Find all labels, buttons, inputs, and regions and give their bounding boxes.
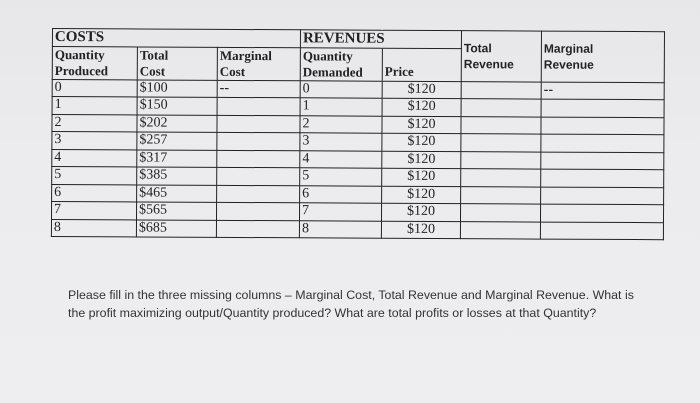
quantity-produced-cell: 7: [51, 201, 137, 220]
marginal-revenue-cell[interactable]: [540, 169, 664, 188]
marginal-revenue-cell[interactable]: [540, 186, 664, 205]
price-cell: $120: [381, 115, 462, 134]
total-cost-cell: $202: [136, 114, 218, 133]
price-cell: $120: [381, 168, 461, 187]
quantity-produced-cell: 6: [51, 184, 137, 202]
marginal-revenue-header: Marginal Revenue: [541, 31, 665, 83]
total-cost-cell: $385: [136, 166, 217, 185]
marginal-cost-header: Marginal Cost: [217, 46, 301, 81]
total-revenue-header-line2: Revenue: [463, 56, 514, 72]
total-revenue-cell[interactable]: [460, 151, 541, 170]
total-cost-header-line2: Cost: [139, 62, 166, 79]
price-cell: $120: [381, 150, 461, 169]
marginal-cost-cell[interactable]: [216, 167, 300, 186]
table-row: 8 $685 8 $120: [51, 219, 664, 240]
costs-section-label: COSTS: [52, 28, 301, 48]
total-revenue-cell[interactable]: [461, 81, 542, 100]
quantity-produced-cell: 4: [51, 149, 137, 167]
price-cell: $120: [381, 133, 461, 152]
marginal-revenue-cell[interactable]: [540, 151, 664, 170]
quantity-produced-cell: 2: [51, 114, 138, 132]
total-revenue-cell[interactable]: [460, 168, 541, 187]
marginal-cost-cell[interactable]: [216, 219, 300, 238]
marginal-revenue-cell[interactable]: [540, 134, 664, 153]
price-cell: $120: [381, 220, 461, 239]
quantity-demanded-cell: 4: [299, 150, 382, 169]
marginal-cost-cell[interactable]: [217, 97, 301, 116]
quantity-demanded-cell: 8: [299, 220, 382, 239]
marginal-revenue-cell[interactable]: [541, 99, 665, 118]
marginal-cost-cell[interactable]: [216, 132, 300, 151]
question-line-2: the profit maximizing output/Quantity pr…: [68, 306, 597, 320]
price-cell: $120: [381, 203, 461, 222]
total-revenue-header-line1: Total: [463, 40, 492, 56]
quantity-demanded-cell: 6: [299, 185, 382, 204]
price-cell: $120: [382, 80, 462, 99]
total-revenue-cell[interactable]: [460, 186, 541, 205]
total-cost-cell: $465: [136, 184, 217, 203]
total-revenue-cell[interactable]: [460, 203, 541, 222]
quantity-produced-header-line2: Produced: [54, 62, 109, 78]
quantity-demanded-cell: 0: [300, 80, 383, 99]
quantity-demanded-cell: 7: [299, 202, 382, 221]
quantity-demanded-header-line2: Demanded: [302, 63, 363, 80]
cost-revenue-table-sheet: COSTS REVENUES Total Revenue Marginal Re…: [51, 28, 665, 257]
quantity-produced-header-line1: Quantity: [54, 46, 105, 62]
total-cost-cell: $685: [136, 219, 217, 238]
quantity-produced-cell: 3: [51, 131, 137, 150]
table-body: 1 $150 1 $120 2 $202 2 $120 3 $257 3 $120 4 $317 4 $120…: [51, 96, 665, 240]
total-cost-cell: $317: [136, 149, 217, 168]
revenues-section-label: REVENUES: [300, 29, 462, 49]
quantity-demanded-cell: 2: [299, 115, 383, 134]
quantity-produced-cell: 0: [52, 79, 138, 97]
marginal-cost-header-line2: Cost: [219, 63, 246, 79]
marginal-cost-cell[interactable]: [216, 184, 300, 203]
quantity-demanded-cell: 5: [299, 167, 382, 186]
marginal-cost-cell[interactable]: [216, 149, 300, 168]
quantity-produced-cell: 1: [52, 96, 138, 115]
marginal-revenue-cell[interactable]: --: [541, 81, 665, 100]
marginal-revenue-cell[interactable]: [540, 116, 665, 135]
marginal-cost-cell[interactable]: --: [217, 79, 301, 98]
quantity-demanded-header: Quantity Demanded: [300, 47, 383, 81]
total-revenue-cell[interactable]: [461, 98, 542, 117]
quantity-demanded-cell: 3: [299, 132, 382, 151]
quantity-produced-header: Quantity Produced: [52, 46, 138, 80]
total-cost-cell: $257: [136, 131, 217, 150]
question-line-1: Please fill in the three missing columns…: [68, 288, 634, 302]
marginal-revenue-header-line2: Revenue: [543, 57, 594, 72]
quantity-demanded-header-line1: Quantity: [302, 47, 353, 64]
total-revenue-cell[interactable]: [460, 221, 541, 240]
total-revenue-cell[interactable]: [460, 133, 541, 152]
marginal-cost-header-line1: Marginal: [219, 47, 272, 63]
price-cell: $120: [381, 185, 461, 204]
quantity-produced-cell: 8: [51, 219, 137, 237]
total-revenue-header: Total Revenue: [461, 30, 542, 82]
total-cost-header: Total Cost: [137, 46, 218, 80]
total-cost-cell: $565: [136, 201, 217, 220]
marginal-revenue-cell[interactable]: [540, 204, 664, 223]
cost-revenue-table: COSTS REVENUES Total Revenue Marginal Re…: [51, 28, 665, 240]
marginal-revenue-cell[interactable]: [540, 221, 664, 240]
marginal-revenue-header-line1: Marginal: [543, 41, 594, 56]
total-cost-header-line1: Total: [139, 46, 169, 63]
price-header: Price: [382, 47, 462, 82]
total-revenue-cell[interactable]: [460, 116, 542, 135]
quantity-demanded-cell: 1: [300, 97, 383, 116]
total-cost-cell: $100: [137, 79, 218, 98]
price-cell: $120: [382, 98, 462, 117]
total-cost-cell: $150: [137, 96, 218, 115]
marginal-cost-cell[interactable]: [216, 202, 300, 221]
quantity-produced-cell: 5: [51, 166, 137, 185]
marginal-cost-cell[interactable]: [216, 114, 301, 133]
question-text: Please fill in the three missing columns…: [68, 286, 678, 322]
